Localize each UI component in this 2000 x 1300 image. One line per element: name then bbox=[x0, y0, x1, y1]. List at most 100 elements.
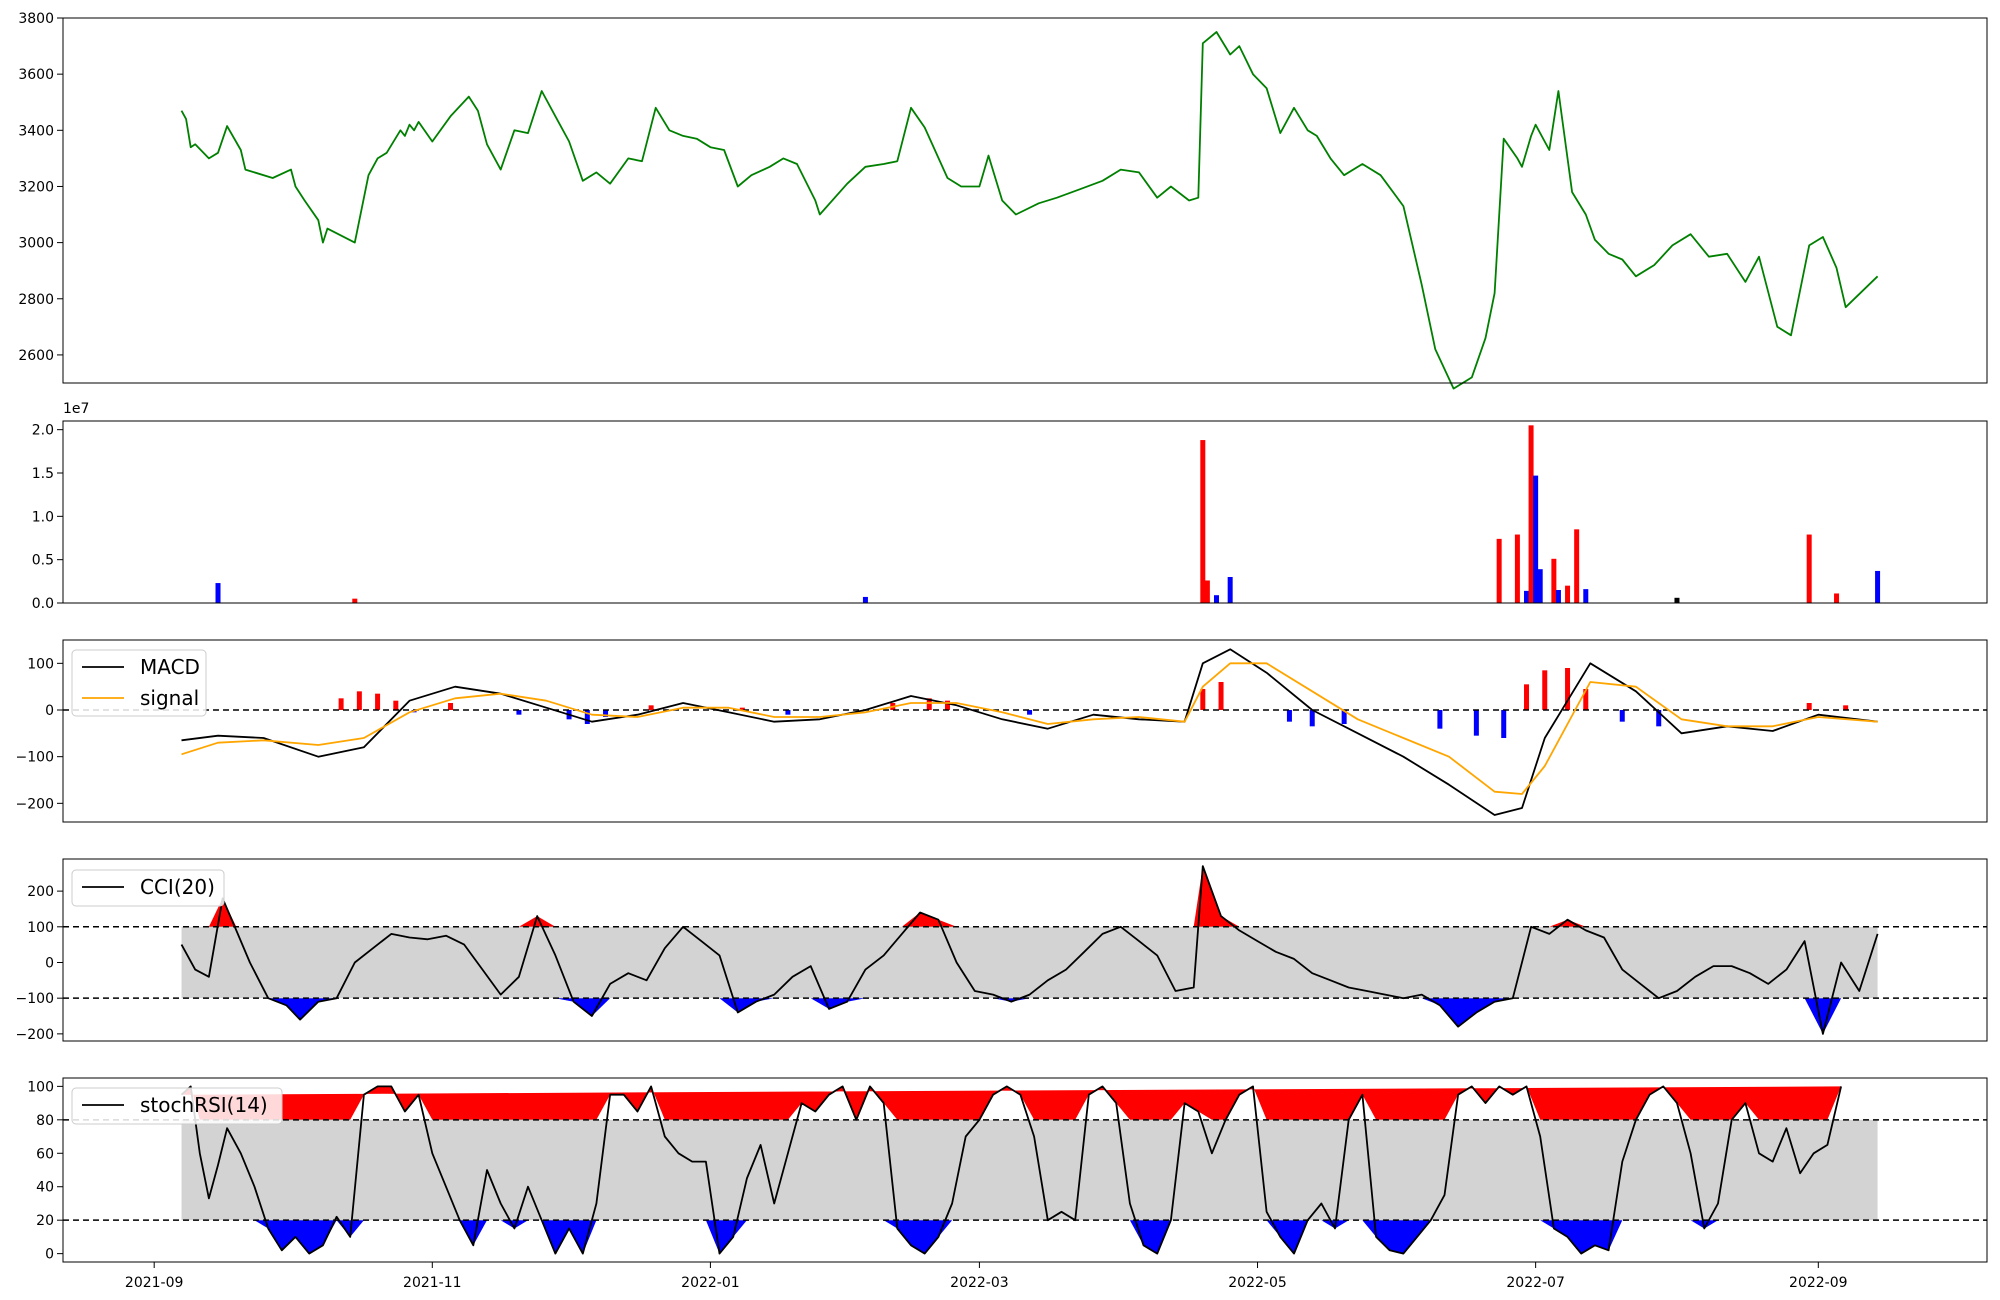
volume-bar bbox=[862, 596, 868, 603]
macd-histogram-bar bbox=[1309, 710, 1315, 727]
volume-bar bbox=[1551, 558, 1557, 603]
x-axis: 2021-09 2021-11 2022-01 2022-03 2022-05 2022-… bbox=[125, 1262, 1848, 1291]
macd-histogram-bar bbox=[1027, 710, 1033, 715]
stochrsi-y-tick-label: 40 bbox=[36, 1180, 54, 1196]
volume-bar bbox=[1565, 585, 1571, 603]
macd-legend: MACD signal bbox=[71, 649, 207, 717]
stochrsi-neutral-band bbox=[181, 1119, 1878, 1221]
macd-histogram-bar bbox=[1656, 710, 1662, 727]
stochrsi-oversold-fill bbox=[181, 1220, 1842, 1254]
volume-bar bbox=[1200, 440, 1206, 603]
legend-signal-label: signal bbox=[140, 686, 199, 710]
stochrsi-y-tick-label: 0 bbox=[45, 1247, 54, 1263]
cci-y-ticks: −200 −100 0 100 200 bbox=[16, 884, 63, 1043]
macd-histogram-bar bbox=[1286, 710, 1292, 722]
volume-bar bbox=[1227, 577, 1233, 603]
stochrsi-panel: 0 20 40 60 80 100 stochRSI(14) bbox=[27, 1077, 1988, 1263]
macd-y-tick-label: 100 bbox=[27, 656, 54, 672]
cci-panel: −200 −100 0 100 200 CCI(20) bbox=[16, 858, 1988, 1043]
stochrsi-legend: stochRSI(14) bbox=[71, 1087, 283, 1125]
macd-axes-frame bbox=[62, 639, 1988, 823]
volume-bar bbox=[1834, 593, 1840, 603]
macd-histogram-bar bbox=[393, 700, 399, 710]
legend-cci-label: CCI(20) bbox=[140, 875, 215, 899]
macd-histogram-bar bbox=[1341, 710, 1347, 724]
macd-histogram-bar bbox=[375, 693, 381, 710]
volume-y-tick-label: 2.0 bbox=[32, 423, 54, 439]
cci-axes-frame bbox=[62, 858, 1988, 1042]
volume-y-tick-label: 1.0 bbox=[32, 509, 54, 525]
volume-bar bbox=[1514, 534, 1520, 603]
macd-histogram-bar bbox=[1218, 682, 1224, 710]
cci-y-tick-label: −100 bbox=[16, 991, 54, 1007]
macd-histogram-layer bbox=[338, 668, 1849, 738]
volume-bar bbox=[1674, 597, 1680, 603]
macd-histogram-bar bbox=[1806, 703, 1812, 710]
macd-histogram-bar bbox=[516, 710, 522, 715]
price-lines-layer bbox=[180, 31, 1879, 390]
signal-line bbox=[181, 662, 1878, 795]
volume-panel: 0.0 0.5 1.0 1.5 2.0 1e7 bbox=[32, 401, 1988, 612]
cci-line bbox=[180, 865, 1879, 1035]
legend-macd-label: MACD bbox=[140, 655, 200, 679]
macd-histogram-bar bbox=[603, 710, 609, 717]
macd-histogram-bar bbox=[448, 703, 454, 710]
price-panel: 2600 2800 3000 3200 3400 3600 3800 bbox=[18, 11, 1988, 390]
volume-bar bbox=[1213, 595, 1219, 603]
volume-bar bbox=[352, 598, 358, 603]
macd-histogram-bar bbox=[1843, 705, 1849, 710]
stochrsi-y-tick-label: 80 bbox=[36, 1113, 54, 1129]
x-tick-label: 2022-03 bbox=[950, 1275, 1009, 1291]
volume-bar bbox=[1528, 425, 1534, 603]
cci-y-tick-label: 0 bbox=[45, 955, 54, 971]
macd-y-ticks: −200 −100 0 100 bbox=[16, 656, 63, 812]
stochrsi-y-tick-label: 100 bbox=[27, 1079, 54, 1095]
stochrsi-lines-layer bbox=[63, 1085, 1987, 1255]
stochrsi-y-tick-label: 60 bbox=[36, 1146, 54, 1162]
cci-fill-layer bbox=[181, 866, 1878, 1034]
macd-histogram-bar bbox=[1542, 670, 1548, 710]
macd-histogram-bar bbox=[1565, 668, 1571, 710]
macd-histogram-bar bbox=[785, 710, 791, 715]
volume-bar bbox=[1583, 589, 1589, 603]
volume-y-tick-label: 0.5 bbox=[32, 553, 54, 569]
macd-histogram-bar bbox=[1200, 689, 1206, 710]
cci-lines-layer bbox=[63, 865, 1987, 1035]
volume-axes-frame bbox=[62, 420, 1988, 604]
macd-histogram-bar bbox=[338, 698, 344, 710]
cci-neutral-band bbox=[181, 926, 1878, 999]
price-y-tick-label: 3800 bbox=[18, 11, 54, 27]
macd-histogram-bar bbox=[1583, 689, 1589, 710]
macd-y-tick-label: −200 bbox=[16, 796, 54, 812]
price-axes-frame bbox=[62, 17, 1988, 384]
price-y-tick-label: 3600 bbox=[18, 67, 54, 83]
price-y-tick-label: 3200 bbox=[18, 179, 54, 195]
cci-oversold-fill bbox=[181, 998, 1878, 1034]
macd-y-tick-label: 0 bbox=[45, 703, 54, 719]
stochrsi-overbought-fill bbox=[181, 1086, 1842, 1120]
legend-stochrsi-label: stochRSI(14) bbox=[140, 1093, 268, 1117]
macd-histogram-bar bbox=[1619, 710, 1625, 722]
macd-histogram-bar bbox=[944, 700, 950, 710]
x-tick-label: 2022-07 bbox=[1506, 1275, 1565, 1291]
price-line bbox=[180, 31, 1879, 390]
cci-y-tick-label: 200 bbox=[27, 884, 54, 900]
price-y-ticks: 2600 2800 3000 3200 3400 3600 3800 bbox=[18, 11, 63, 364]
macd-histogram-bar bbox=[648, 705, 654, 710]
x-tick-label: 2022-09 bbox=[1789, 1275, 1848, 1291]
macd-panel: −200 −100 0 100 MACD signal bbox=[16, 639, 1988, 823]
stochrsi-y-ticks: 0 20 40 60 80 100 bbox=[27, 1079, 63, 1263]
stochrsi-axes-frame bbox=[62, 1077, 1988, 1263]
cci-legend: CCI(20) bbox=[71, 869, 225, 907]
macd-histogram-bar bbox=[584, 710, 590, 724]
macd-histogram-bar bbox=[356, 691, 362, 710]
macd-histogram-bar bbox=[926, 698, 932, 710]
x-tick-label: 2022-01 bbox=[681, 1275, 740, 1291]
price-y-tick-label: 2800 bbox=[18, 292, 54, 308]
price-y-tick-label: 2600 bbox=[18, 348, 54, 364]
x-tick-label: 2021-09 bbox=[125, 1275, 184, 1291]
volume-y-tick-label: 1.5 bbox=[32, 466, 54, 482]
cci-y-tick-label: 100 bbox=[27, 920, 54, 936]
